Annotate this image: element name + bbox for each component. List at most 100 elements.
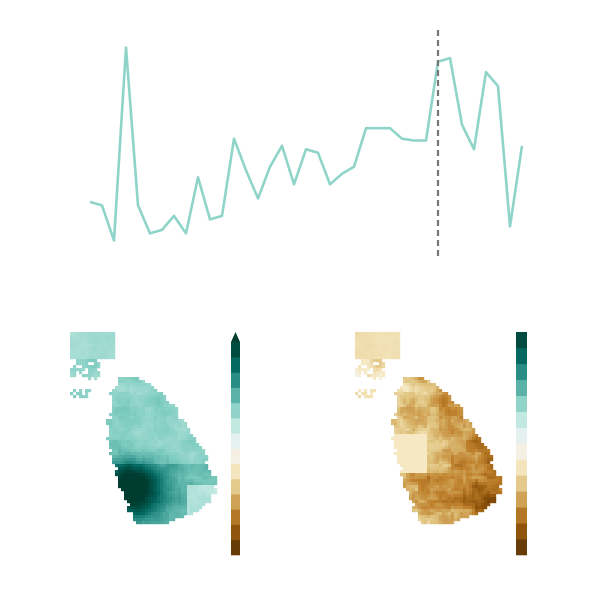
map-cell [460,419,464,423]
map-cell [133,464,137,468]
map-cell [430,467,434,471]
map-cell [172,440,176,444]
map-cell [121,464,125,468]
map-cell [475,479,479,483]
map-cell [424,416,428,420]
map-cell [205,500,209,504]
map-cell [442,410,446,414]
map-cell [130,383,134,387]
map-cell [163,410,167,414]
map-cell [178,464,182,468]
map-cell [124,467,128,471]
map-cell [376,374,380,378]
map-cell [124,470,128,474]
map-cell [142,452,146,456]
map-cell [169,428,173,432]
map-cell [196,452,200,456]
map-cell [181,422,185,426]
map-cell [178,467,182,471]
map-cell [130,398,134,402]
map-cell [406,443,410,447]
map-cell [361,335,365,339]
map-cell [199,485,203,489]
map-cell [430,506,434,510]
map-cell [157,458,161,462]
map-cell [478,491,482,495]
map-cell [418,389,422,393]
map-cell [175,482,179,486]
map-cell [475,437,479,441]
map-cell [112,413,116,417]
map-cell [70,371,74,375]
map-cell [79,359,83,363]
map-cell [418,476,422,480]
map-cell [436,452,440,456]
map-cell [412,389,416,393]
map-cell [136,518,140,522]
map-cell [115,410,119,414]
map-cell [169,443,173,447]
map-cell [481,476,485,480]
colorbar-segment [516,443,527,460]
map-cell [460,503,464,507]
map-cell [106,422,110,426]
map-cell [151,479,155,483]
map-cell [169,419,173,423]
map-cell [424,476,428,480]
map-cell [118,476,122,480]
map-cell [469,485,473,489]
map-cell [370,392,374,396]
map-cell [145,434,149,438]
map-cell [439,443,443,447]
map-cell [397,356,401,360]
map-cell [184,467,188,471]
map-cell [124,476,128,480]
map-cell [475,440,479,444]
map-cell [397,455,401,459]
map-cell [160,482,164,486]
map-cell [187,485,191,489]
map-cell [157,443,161,447]
map-cell [139,446,143,450]
map-cell [397,335,401,339]
map-cell [145,422,149,426]
map-cell [139,431,143,435]
map-cell [367,344,371,348]
map-cell [175,410,179,414]
map-cell [400,431,404,435]
map-cell [427,431,431,435]
map-cell [454,443,458,447]
map-cell [142,458,146,462]
map-cell [88,356,92,360]
map-cell [433,497,437,501]
map-cell [421,485,425,489]
map-cell [373,356,377,360]
map-cell [460,434,464,438]
map-cell [445,452,449,456]
map-cell [472,431,476,435]
map-cell [163,506,167,510]
map-cell [400,464,404,468]
map-cell [475,449,479,453]
map-cell [187,497,191,501]
map-cell [145,467,149,471]
map-cell [463,422,467,426]
map-cell [457,509,461,513]
map-cell [133,482,137,486]
map-cell [85,332,89,336]
map-cell [178,485,182,489]
map-cell [130,488,134,492]
map-cell [412,428,416,432]
map-cell [412,422,416,426]
map-cell [154,452,158,456]
map-cell [475,473,479,477]
map-cell [427,428,431,432]
map-cell [109,440,113,444]
map-cell [151,485,155,489]
map-cell [373,335,377,339]
colorbar-segment [231,372,240,388]
map-cell [136,494,140,498]
map-cell [211,482,215,486]
map-cell [187,491,191,495]
map-cell [169,437,173,441]
